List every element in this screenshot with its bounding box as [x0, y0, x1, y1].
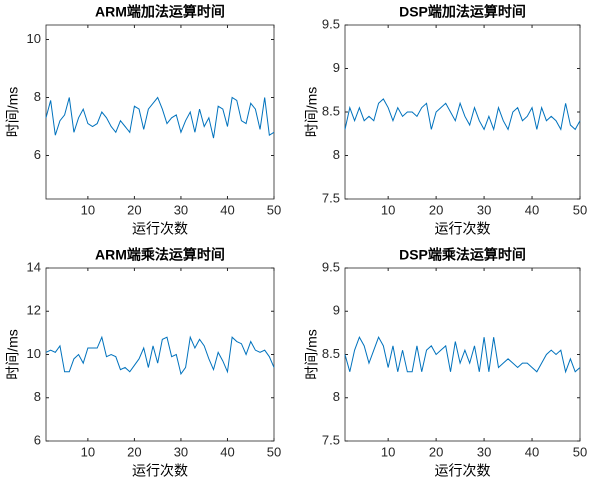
- x-tick-label: 50: [573, 202, 587, 217]
- x-axis-label: 运行次数: [132, 463, 188, 479]
- plot-area: [344, 24, 581, 200]
- x-tick-label: 30: [477, 202, 491, 217]
- y-tick-label: 10: [27, 346, 41, 361]
- x-tick-label: 50: [573, 444, 587, 459]
- x-axis-label: 运行次数: [132, 221, 188, 237]
- y-tick-label: 7.5: [322, 432, 340, 447]
- chart-title: DSP端乘法运算时间: [399, 247, 526, 263]
- y-tick-label: 8: [333, 147, 340, 162]
- data-line: [344, 98, 581, 132]
- x-tick-label: 40: [525, 444, 539, 459]
- y-tick-label: 9.5: [322, 16, 340, 31]
- y-tick-label: 8.5: [322, 346, 340, 361]
- plot-area: [45, 267, 275, 442]
- y-tick-label: 8.5: [322, 103, 340, 118]
- y-tick-label: 12: [27, 303, 41, 318]
- y-axis-label: 时间/ms: [304, 87, 320, 138]
- x-axis-label: 运行次数: [435, 221, 491, 237]
- x-tick-label: 20: [429, 444, 443, 459]
- x-tick-label: 10: [381, 444, 395, 459]
- data-line: [45, 335, 275, 376]
- y-tick-label: 9: [333, 60, 340, 75]
- y-tick-label: 9.5: [322, 259, 340, 274]
- x-tick-label: 30: [174, 444, 188, 459]
- x-tick-label: 20: [127, 444, 141, 459]
- data-line: [344, 336, 581, 374]
- x-axis-label: 运行次数: [435, 463, 491, 479]
- chart-title: DSP端加法运算时间: [399, 4, 526, 20]
- y-tick-label: 6: [34, 147, 41, 162]
- y-axis-label: 时间/ms: [304, 329, 320, 380]
- y-axis-label: 时间/ms: [5, 329, 21, 380]
- y-tick-label: 14: [27, 259, 41, 274]
- x-tick-label: 10: [81, 202, 95, 217]
- y-tick-label: 8: [333, 389, 340, 404]
- x-tick-label: 10: [81, 444, 95, 459]
- x-tick-label: 20: [127, 202, 141, 217]
- x-tick-label: 20: [429, 202, 443, 217]
- y-tick-label: 7.5: [322, 190, 340, 205]
- x-tick-label: 40: [220, 444, 234, 459]
- y-tick-label: 9: [333, 303, 340, 318]
- x-tick-label: 40: [220, 202, 234, 217]
- y-tick-label: 8: [34, 389, 41, 404]
- x-tick-label: 30: [477, 444, 491, 459]
- y-tick-label: 8: [34, 89, 41, 104]
- x-tick-label: 30: [174, 202, 188, 217]
- y-tick-label: 6: [34, 432, 41, 447]
- x-tick-label: 50: [267, 202, 281, 217]
- x-tick-label: 10: [381, 202, 395, 217]
- y-tick-label: 10: [27, 31, 41, 46]
- chart-title: ARM端加法运算时间: [95, 4, 225, 20]
- data-line: [45, 96, 275, 139]
- plot-area: [344, 267, 581, 442]
- x-tick-label: 40: [525, 202, 539, 217]
- y-axis-label: 时间/ms: [5, 87, 21, 138]
- x-tick-label: 50: [267, 444, 281, 459]
- chart-title: ARM端乘法运算时间: [95, 247, 225, 263]
